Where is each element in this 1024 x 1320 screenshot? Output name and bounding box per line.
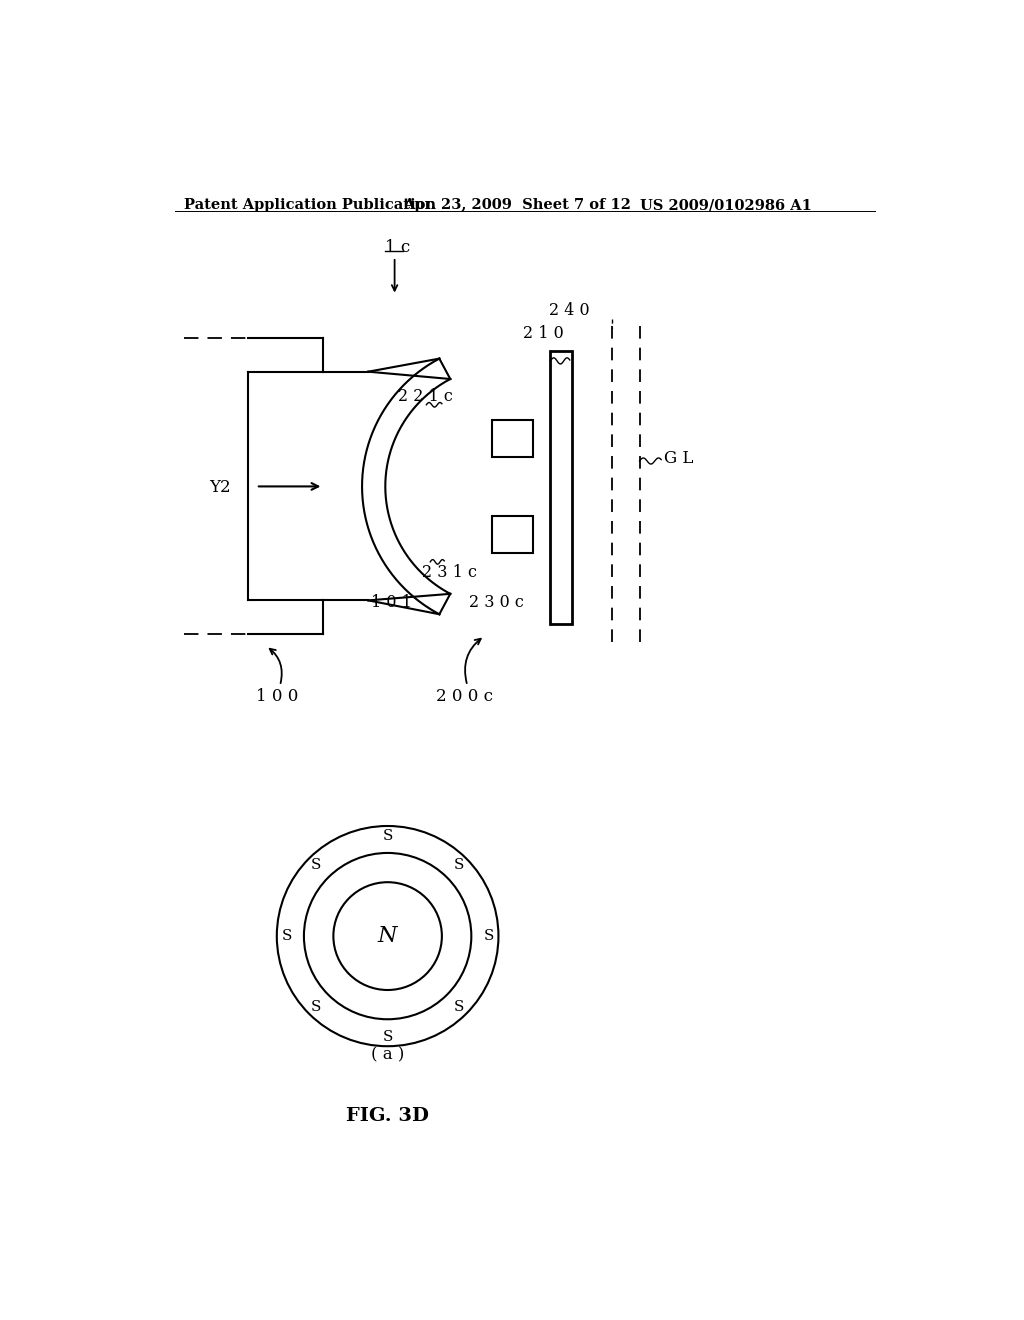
Text: G L: G L xyxy=(665,450,693,467)
Bar xyxy=(493,516,532,553)
Text: Apr. 23, 2009  Sheet 7 of 12: Apr. 23, 2009 Sheet 7 of 12 xyxy=(403,198,631,213)
Text: N: N xyxy=(378,925,397,948)
Text: S: S xyxy=(311,1001,322,1014)
Text: Patent Application Publication: Patent Application Publication xyxy=(183,198,436,213)
Text: S: S xyxy=(282,929,292,942)
Text: 2 2 1 c: 2 2 1 c xyxy=(397,388,453,405)
Bar xyxy=(550,351,572,624)
Text: S: S xyxy=(382,1030,393,1044)
Text: S: S xyxy=(454,858,464,873)
Text: 1 0 0: 1 0 0 xyxy=(256,688,298,705)
Text: 2 3 1 c: 2 3 1 c xyxy=(423,564,477,581)
Text: ( a ): ( a ) xyxy=(371,1047,404,1063)
Text: FIG. 3D: FIG. 3D xyxy=(346,1107,429,1125)
Text: 2 3 0 c: 2 3 0 c xyxy=(469,594,524,611)
Text: 2 4 0: 2 4 0 xyxy=(549,301,590,318)
Text: S: S xyxy=(454,1001,464,1014)
Text: S: S xyxy=(483,929,494,942)
Text: 1 c: 1 c xyxy=(385,239,411,256)
Text: US 2009/0102986 A1: US 2009/0102986 A1 xyxy=(640,198,811,213)
Text: 2 1 0: 2 1 0 xyxy=(523,325,564,342)
Text: Y2: Y2 xyxy=(209,479,231,496)
Text: 1 0 1: 1 0 1 xyxy=(371,594,412,611)
Text: 2 0 0 c: 2 0 0 c xyxy=(435,688,493,705)
Text: S: S xyxy=(311,858,322,873)
Text: S: S xyxy=(382,829,393,842)
Bar xyxy=(493,420,532,457)
